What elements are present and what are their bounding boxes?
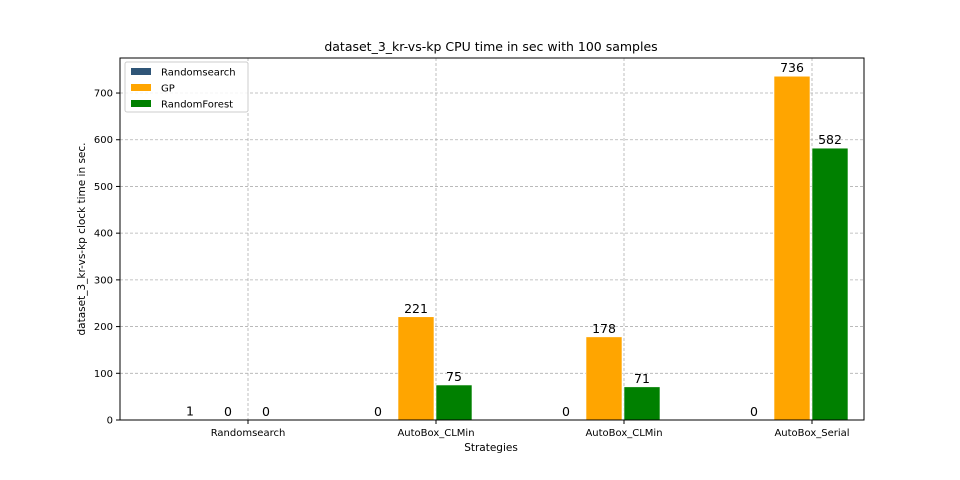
bar-value-label: 75 (446, 369, 462, 384)
chart-title: dataset_3_kr-vs-kp CPU time in sec with … (324, 39, 657, 54)
bar (811, 147, 849, 421)
bar-value-label: 1 (186, 404, 194, 419)
bar (585, 336, 623, 421)
bar-value-label: 0 (750, 404, 758, 419)
bar-value-label: 0 (262, 404, 270, 419)
y-tick-label: 600 (94, 135, 113, 146)
x-axis-label: Strategies (464, 442, 518, 454)
x-tick-label: AutoBox_Serial (774, 428, 849, 439)
legend-label: GP (161, 84, 175, 95)
legend-swatch (131, 100, 151, 107)
bar-value-label: 0 (562, 404, 570, 419)
y-tick-label: 0 (107, 416, 113, 427)
x-tick-label: AutoBox_CLMin (585, 428, 662, 439)
legend-label: Randomsearch (161, 68, 236, 79)
y-axis: 0 100 200 300 400 500 600 700 (94, 89, 120, 427)
y-axis-label: dataset_3_kr-vs-kp clock time in sec. (76, 143, 88, 336)
bar-value-label: 221 (404, 301, 428, 316)
legend-swatch (131, 68, 151, 75)
bars (397, 75, 849, 421)
y-tick-label: 500 (94, 182, 113, 193)
y-tick-label: 400 (94, 229, 113, 240)
legend-label: RandomForest (161, 100, 233, 111)
legend: Randomsearch GP RandomForest (124, 61, 249, 113)
legend-box (124, 61, 249, 113)
bar (397, 316, 435, 421)
gridlines (120, 58, 864, 421)
bar-value-label: 178 (592, 321, 616, 336)
x-tick-label: Randomsearch (211, 428, 286, 439)
y-tick-label: 200 (94, 322, 113, 333)
x-axis: Randomsearch AutoBox_CLMin AutoBox_CLMin Au… (211, 420, 850, 439)
bar-value-label: 582 (818, 132, 842, 147)
plot-frame (119, 57, 865, 421)
y-tick-label: 300 (94, 275, 113, 286)
bar (435, 384, 473, 421)
bar-value-label: 736 (780, 60, 804, 75)
legend-swatch (131, 84, 151, 91)
y-tick-label: 700 (94, 89, 113, 100)
x-tick-label: AutoBox_CLMin (397, 428, 474, 439)
bar (773, 75, 811, 421)
bar (623, 386, 661, 421)
bar-value-labels: 1 0 0 0 0 221 178 736 0 75 71 582 (186, 60, 842, 419)
y-tick-label: 100 (94, 369, 113, 380)
bar-value-label: 71 (634, 371, 650, 386)
bar-value-label: 0 (374, 404, 382, 419)
bar-value-label: 0 (224, 404, 232, 419)
